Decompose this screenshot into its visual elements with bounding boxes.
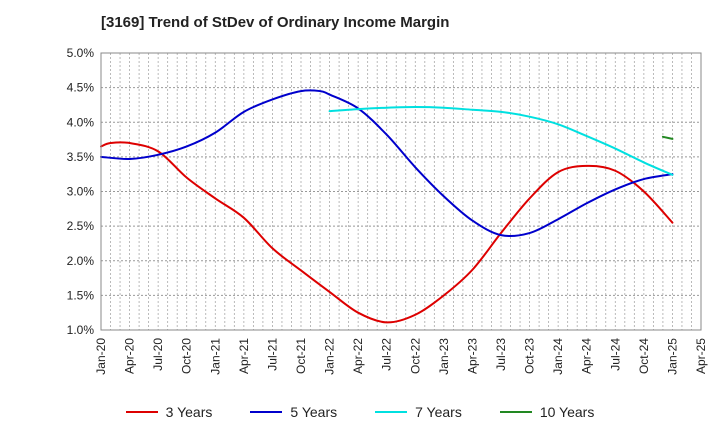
x-tick-label: Jan-22 [323, 338, 337, 375]
x-tick-label: Jul-24 [608, 338, 622, 371]
x-tick-label: Oct-24 [637, 338, 651, 374]
legend-label: 3 Years [165, 404, 213, 420]
x-tick-label: Jan-21 [208, 338, 222, 375]
x-tick-label: Oct-23 [523, 338, 537, 374]
series-line-5-years [100, 89, 674, 238]
x-tick-label: Oct-20 [180, 338, 194, 374]
x-tick-label: Jan-25 [665, 338, 679, 375]
legend-swatch-7-years [375, 411, 408, 413]
x-tick-label: Jan-24 [551, 338, 565, 375]
legend-swatch-10-years [499, 411, 532, 413]
legend-item-5-years: 5 Years [250, 404, 337, 420]
legend-label: 5 Years [290, 404, 338, 420]
y-tick-label: 1.5% [67, 288, 95, 302]
y-tick-label: 4.0% [67, 115, 95, 129]
legend: 3 Years 5 Years 7 Years 10 Years [0, 404, 720, 420]
x-tick-label: Apr-20 [123, 338, 137, 374]
y-tick-label: 3.0% [67, 185, 95, 199]
x-tick-label: Jan-20 [94, 338, 108, 375]
x-tick-label: Apr-25 [694, 338, 708, 374]
legend-item-10-years: 10 Years [499, 404, 595, 420]
legend-label: 10 Years [539, 404, 595, 420]
legend-swatch-3-years [125, 411, 158, 413]
chart-title: [3169] Trend of StDev of Ordinary Income… [101, 14, 450, 31]
x-tick-label: Jan-23 [437, 338, 451, 375]
axis-layer: 1.0% 1.5% 2.0% 2.5% 3.0% 3.5% 4.0% 4.5% 5.0% Jan-… [67, 46, 708, 375]
series-line-10-years [661, 135, 674, 140]
legend-label: 7 Years [415, 404, 462, 420]
x-tick-label: Jul-21 [265, 338, 279, 371]
series-line-3-years [100, 141, 674, 324]
x-tick-label: Oct-21 [294, 338, 308, 374]
y-tick-label: 4.5% [67, 81, 95, 95]
y-tick-label: 2.5% [67, 219, 95, 233]
legend-swatch-5-years [250, 411, 283, 413]
legend-item-3-years: 3 Years [125, 404, 213, 420]
y-tick-label: 2.0% [67, 254, 95, 268]
y-tick-label: 5.0% [67, 46, 95, 60]
x-tick-label: Oct-22 [408, 338, 422, 374]
x-tick-label: Jul-23 [494, 338, 508, 371]
x-tick-label: Apr-24 [580, 338, 594, 374]
legend-item-7-years: 7 Years [375, 404, 462, 420]
plot-border [100, 52, 702, 331]
x-tick-label: Apr-21 [237, 338, 251, 374]
x-tick-label: Jul-22 [380, 338, 394, 371]
series-line-7-years [328, 106, 674, 176]
y-tick-label: 3.5% [67, 150, 95, 164]
series-layer [100, 89, 674, 324]
x-tick-label: Apr-22 [351, 338, 365, 374]
x-tick-label: Apr-23 [465, 338, 479, 374]
x-tick-label: Jul-20 [151, 338, 165, 371]
y-tick-label: 1.0% [67, 323, 95, 337]
